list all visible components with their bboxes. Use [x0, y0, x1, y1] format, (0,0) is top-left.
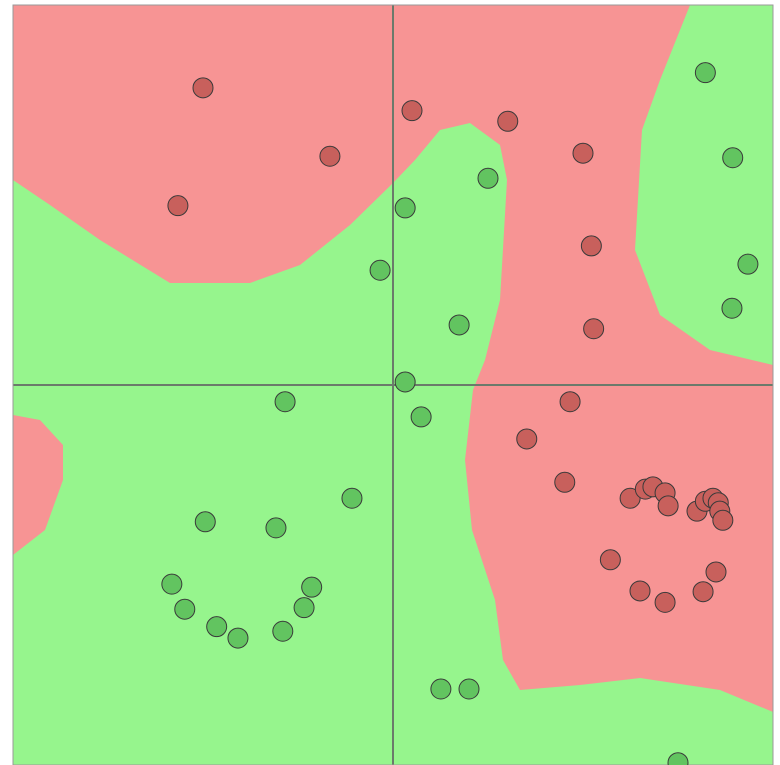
data-point — [272, 620, 294, 642]
data-point — [667, 752, 689, 765]
data-point — [477, 167, 499, 189]
data-point — [401, 100, 423, 122]
data-point — [458, 678, 480, 700]
data-point — [369, 259, 391, 281]
data-point — [629, 580, 651, 602]
data-point — [657, 495, 679, 517]
data-point — [554, 471, 576, 493]
data-point — [174, 598, 196, 620]
data-point — [705, 561, 727, 583]
plot-frame — [12, 4, 774, 765]
data-point — [410, 406, 432, 428]
red-region — [13, 5, 773, 712]
data-point — [206, 616, 228, 638]
data-point — [654, 591, 676, 613]
data-point — [497, 110, 519, 132]
points — [161, 62, 759, 765]
data-point — [319, 145, 341, 167]
data-point — [227, 627, 249, 649]
data-point — [712, 509, 734, 531]
data-point — [394, 371, 416, 393]
red-region — [13, 415, 63, 555]
data-point — [516, 428, 538, 450]
data-point — [341, 487, 363, 509]
data-point — [599, 549, 621, 571]
axes — [13, 5, 773, 765]
data-point — [430, 678, 452, 700]
data-point — [192, 77, 214, 99]
data-point — [721, 297, 743, 319]
data-point — [722, 147, 744, 169]
data-point — [167, 195, 189, 217]
data-point — [301, 576, 323, 598]
data-point — [448, 314, 470, 336]
data-point — [161, 573, 183, 595]
data-point — [583, 318, 605, 340]
data-point — [265, 517, 287, 539]
data-point — [692, 581, 714, 603]
data-point — [293, 597, 315, 619]
data-point — [694, 62, 716, 84]
data-point — [580, 235, 602, 257]
data-point — [737, 253, 759, 275]
data-point — [572, 142, 594, 164]
data-point — [559, 391, 581, 413]
data-point — [274, 391, 296, 413]
data-point — [394, 197, 416, 219]
data-point — [194, 511, 216, 533]
